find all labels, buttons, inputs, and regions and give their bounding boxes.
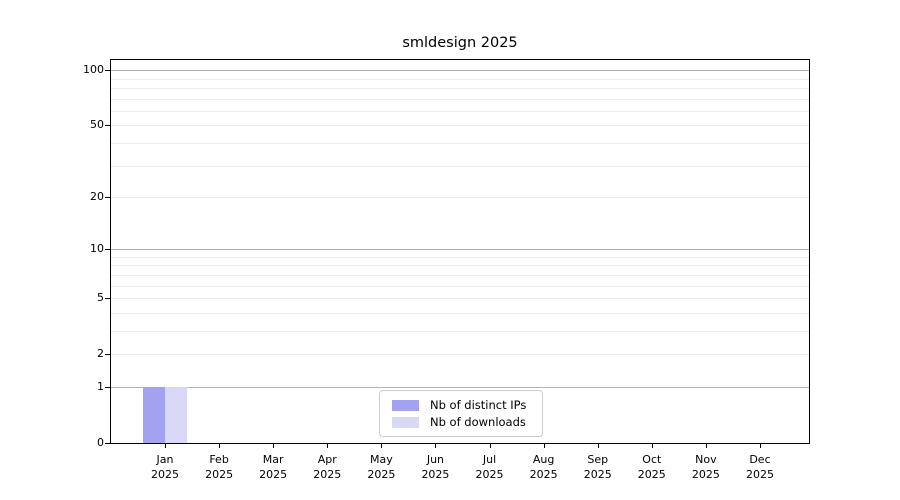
bar-downloads (165, 387, 187, 443)
x-tick-label-month: Jan (156, 453, 174, 466)
y-tick-label: 10 (90, 242, 104, 256)
x-tick-label: Jan 2025 (138, 452, 192, 482)
gridline-minor (111, 197, 809, 198)
x-tick-label-year: 2025 (691, 468, 720, 481)
x-tick-label-month: May (369, 453, 393, 466)
y-tick-mark (105, 70, 111, 72)
x-tick-label-year: 2025 (313, 468, 342, 481)
x-tick-label-month: Feb (209, 453, 229, 466)
y-tick-label: 5 (97, 291, 104, 305)
x-tick-mark (489, 444, 491, 448)
legend-entry-distinct-ips: Nb of distinct IPs (392, 398, 532, 413)
x-tick-label: Mar 2025 (246, 452, 300, 482)
y-tick-label: 2 (97, 347, 104, 361)
x-tick-mark (543, 444, 545, 448)
plot-area (110, 59, 810, 444)
x-tick-label: Apr 2025 (300, 452, 354, 482)
x-tick-label-month: Apr (317, 453, 337, 466)
x-tick-label-year: 2025 (529, 468, 558, 481)
y-tick-label: 20 (90, 190, 104, 203)
x-tick-label: Feb 2025 (192, 452, 246, 482)
legend-swatch-distinct-ips (392, 400, 419, 411)
gridline-minor (111, 87, 809, 89)
gridline-major (111, 386, 809, 388)
x-tick-mark (327, 444, 329, 448)
x-tick-label-month: Jul (482, 453, 497, 466)
legend-entry-downloads: Nb of downloads (392, 415, 532, 430)
x-tick-mark (759, 444, 761, 448)
x-tick-label-year: 2025 (583, 468, 612, 481)
x-tick-label-month: Sep (587, 453, 609, 466)
gridline-minor (111, 285, 809, 287)
x-tick-label: May 2025 (354, 452, 408, 482)
gridline-major (111, 249, 809, 251)
gridline-minor (111, 298, 809, 300)
gridline-minor (111, 125, 809, 127)
y-tick-label: 1 (97, 379, 104, 393)
gridline-minor (111, 354, 809, 356)
legend-label-downloads: Nb of downloads (430, 415, 526, 429)
x-tick-label-year: 2025 (259, 468, 288, 481)
x-tick-mark (651, 444, 653, 448)
x-tick-label-year: 2025 (367, 468, 396, 481)
x-tick-label: Sep 2025 (571, 452, 625, 482)
x-tick-mark (705, 444, 707, 448)
x-tick-label: Oct 2025 (625, 452, 679, 482)
x-tick-label-month: Nov (695, 453, 717, 466)
x-tick-mark (435, 444, 437, 448)
x-tick-mark (219, 444, 221, 448)
chart-title: smldesign 2025 (402, 35, 518, 51)
gridline-minor (111, 98, 809, 100)
gridline-minor (111, 312, 809, 314)
x-tick-label-month: Aug (532, 453, 555, 466)
gridline-major (111, 70, 809, 72)
gridline-minor (111, 165, 809, 167)
x-tick-label: Jun 2025 (408, 452, 462, 482)
legend-swatch-downloads (392, 417, 419, 428)
gridline-minor (111, 256, 809, 258)
y-tick-mark (105, 197, 111, 198)
bar-distinct-ips (143, 387, 165, 443)
x-tick-mark (273, 444, 275, 448)
gridline-minor (111, 274, 809, 276)
gridline-minor (111, 330, 809, 332)
x-tick-mark (597, 444, 599, 448)
x-tick-mark (381, 444, 383, 448)
x-tick-label-month: Oct (642, 453, 662, 466)
y-tick-label: 50 (90, 118, 104, 132)
x-tick-label: Dec 2025 (733, 452, 787, 482)
x-tick-label-month: Jun (426, 453, 445, 466)
x-tick-label: Jul 2025 (463, 452, 517, 482)
x-tick-label: Nov 2025 (679, 452, 733, 482)
x-tick-label-year: 2025 (745, 468, 774, 481)
gridline-minor (111, 142, 809, 144)
y-tick-mark (105, 249, 111, 251)
x-tick-label-year: 2025 (421, 468, 450, 481)
y-tick-label: 100 (83, 63, 104, 77)
legend: Nb of distinct IPs Nb of downloads (379, 390, 543, 437)
x-tick-label-year: 2025 (151, 468, 179, 481)
x-tick-label-year: 2025 (475, 468, 504, 481)
y-tick-mark (105, 298, 111, 300)
x-tick-label-year: 2025 (205, 468, 234, 481)
y-tick-label: 0 (97, 436, 104, 449)
gridline-minor (111, 110, 809, 112)
gridline-minor (111, 78, 809, 80)
y-tick-mark (105, 443, 111, 444)
x-tick-label-month: Dec (749, 453, 771, 466)
y-tick-mark (105, 354, 111, 356)
x-tick-mark (165, 444, 166, 448)
y-tick-mark (105, 386, 111, 388)
gridline-minor (111, 265, 809, 267)
x-tick-label-year: 2025 (637, 468, 666, 481)
y-tick-mark (105, 125, 111, 127)
x-tick-label-month: Mar (262, 453, 284, 466)
x-tick-label: Aug 2025 (517, 452, 571, 482)
legend-label-distinct-ips: Nb of distinct IPs (430, 398, 527, 412)
